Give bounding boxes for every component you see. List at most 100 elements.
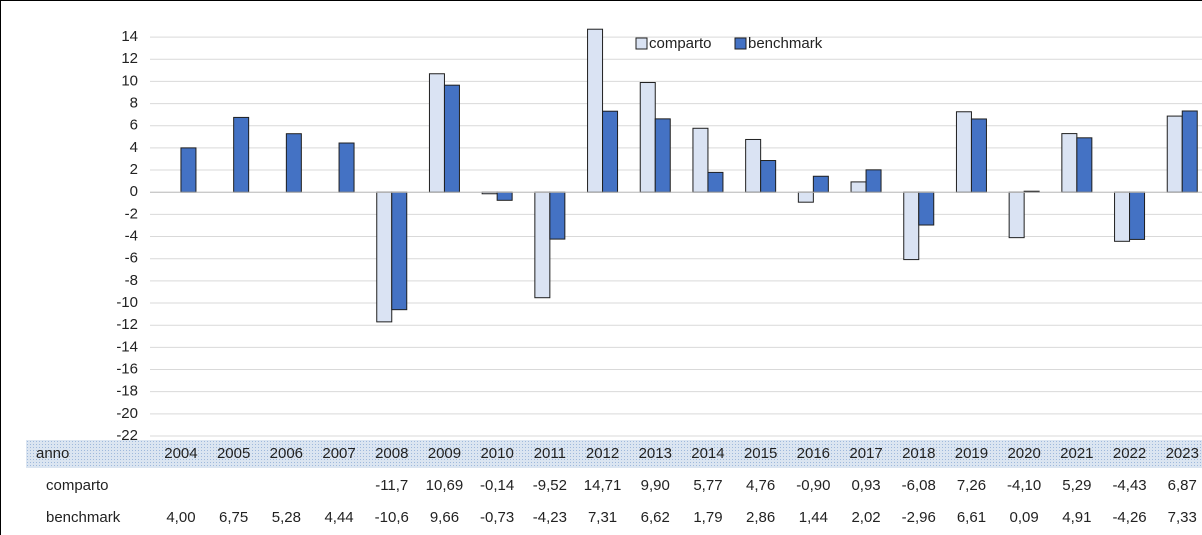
- table-cell: 14,71: [584, 477, 622, 494]
- bar: [903, 191, 920, 261]
- y-tick-label: -6: [125, 250, 138, 267]
- bar: [692, 127, 709, 193]
- bar: [1166, 115, 1183, 193]
- table-cell: 6,87: [1168, 477, 1197, 494]
- y-tick-label: 6: [130, 117, 138, 134]
- y-tick-label: 2: [130, 161, 138, 178]
- bar: [654, 118, 671, 193]
- y-tick-label: -2: [125, 205, 138, 222]
- table-cell: 2,86: [746, 509, 775, 526]
- table-cell: -0,14: [480, 477, 514, 494]
- table-cell: 5,29: [1062, 477, 1091, 494]
- bar: [955, 111, 972, 193]
- x-tick-label: 2017: [849, 445, 882, 462]
- table-cell: -0,73: [480, 509, 514, 526]
- y-tick-label: 12: [121, 50, 138, 67]
- bar: [1076, 137, 1093, 193]
- y-tick-label: -8: [125, 272, 138, 289]
- legend-label: benchmark: [748, 35, 823, 52]
- table-cell: 2,02: [851, 509, 880, 526]
- table-cell: -9,52: [533, 477, 567, 494]
- y-tick-label: 14: [121, 28, 138, 45]
- y-tick-label: -22: [116, 427, 138, 444]
- bar: [587, 28, 604, 193]
- table-cell: 0,93: [851, 477, 880, 494]
- table-cell: -4,23: [533, 509, 567, 526]
- bar: [1008, 191, 1025, 239]
- bar: [233, 116, 250, 193]
- legend-label: comparto: [649, 35, 712, 52]
- table-cell: 10,69: [426, 477, 464, 494]
- header-row-bg: [26, 440, 1202, 468]
- bar: [534, 191, 551, 299]
- table-cell: 0,09: [1010, 509, 1039, 526]
- x-tick-label: 2011: [534, 445, 566, 462]
- table-cell: 4,44: [324, 509, 353, 526]
- x-tick-label: 2018: [902, 445, 935, 462]
- table-cell: 9,66: [430, 509, 459, 526]
- x-tick-label: 2016: [797, 445, 830, 462]
- bar: [797, 191, 814, 203]
- x-tick-label: 2007: [322, 445, 355, 462]
- table-cell: -11,7: [375, 477, 408, 494]
- x-tick-label: 2021: [1060, 445, 1093, 462]
- bar: [707, 171, 724, 193]
- bar: [745, 138, 762, 193]
- row-label: benchmark: [46, 509, 121, 526]
- bar: [338, 142, 355, 193]
- table-cell: 5,77: [693, 477, 722, 494]
- bar: [549, 191, 566, 240]
- bar: [1061, 133, 1078, 193]
- x-tick-label: 2005: [217, 445, 250, 462]
- table-cell: 6,61: [957, 509, 986, 526]
- table-cell: 6,75: [219, 509, 248, 526]
- y-tick-label: 10: [121, 72, 138, 89]
- x-tick-label: 2023: [1166, 445, 1199, 462]
- table-cell: 1,44: [799, 509, 828, 526]
- x-tick-label: 2012: [586, 445, 619, 462]
- table-cell: 7,31: [588, 509, 617, 526]
- x-tick-label: 2008: [375, 445, 408, 462]
- y-tick-label: -20: [116, 405, 138, 422]
- table-cell: 1,79: [693, 509, 722, 526]
- bar: [180, 147, 197, 193]
- y-tick-label: -14: [116, 338, 138, 355]
- table-cell: 4,00: [166, 509, 195, 526]
- table-cell: 7,26: [957, 477, 986, 494]
- x-tick-label: 2009: [428, 445, 461, 462]
- bar: [639, 82, 656, 193]
- bar: [602, 110, 619, 193]
- y-tick-label: 0: [130, 183, 138, 200]
- x-tick-label: 2020: [1007, 445, 1040, 462]
- row-label: comparto: [46, 477, 109, 494]
- table-cell: -4,10: [1007, 477, 1041, 494]
- y-tick-label: -4: [125, 228, 138, 245]
- table-cell: 5,28: [272, 509, 301, 526]
- x-tick-label: 2004: [164, 445, 197, 462]
- table-cell: 7,33: [1168, 509, 1197, 526]
- bar: [1129, 191, 1146, 240]
- bar: [865, 169, 882, 193]
- x-tick-label: 2013: [639, 445, 672, 462]
- x-tick-label: 2010: [480, 445, 513, 462]
- x-tick-label: 2006: [270, 445, 303, 462]
- table-cell: 4,76: [746, 477, 775, 494]
- x-tick-label: 2015: [744, 445, 777, 462]
- bar: [1181, 110, 1198, 193]
- bar: [850, 181, 867, 193]
- y-tick-label: -18: [116, 383, 138, 400]
- table-cell: 6,62: [641, 509, 670, 526]
- bar: [812, 175, 829, 193]
- bar: [376, 191, 393, 323]
- bar: [391, 191, 408, 311]
- y-tick-label: 8: [130, 95, 138, 112]
- table-cell: -0,90: [796, 477, 830, 494]
- bar: [970, 118, 987, 193]
- table-cell: -4,43: [1112, 477, 1146, 494]
- y-tick-label: -10: [116, 294, 138, 311]
- x-tick-label: 2022: [1113, 445, 1146, 462]
- legend-swatch: [734, 37, 747, 50]
- legend-swatch: [635, 37, 648, 50]
